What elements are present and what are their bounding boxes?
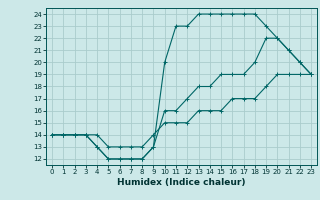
X-axis label: Humidex (Indice chaleur): Humidex (Indice chaleur) [117, 178, 246, 187]
